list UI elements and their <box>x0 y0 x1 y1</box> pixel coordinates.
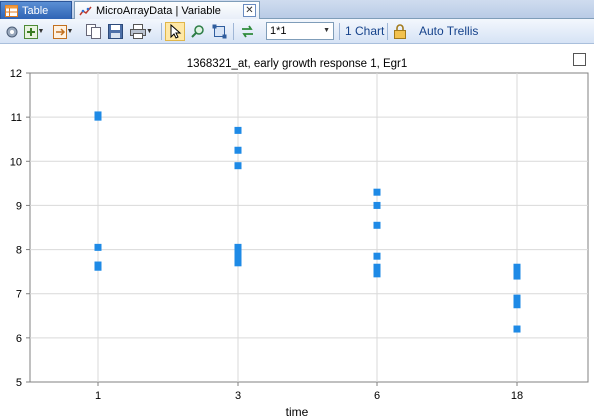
data-point <box>373 201 381 209</box>
zoom-button[interactable] <box>189 22 207 41</box>
settings-icon <box>6 26 18 37</box>
y-tick-label: 6 <box>16 333 22 345</box>
copy-button[interactable] <box>84 22 102 41</box>
x-tick-label: 1 <box>95 390 101 402</box>
data-point <box>234 243 242 251</box>
y-tick-label: 9 <box>16 200 22 212</box>
chevron-down-icon: ▼ <box>66 28 74 35</box>
auto-trellis-button[interactable]: Auto Trellis <box>419 24 479 38</box>
export-button[interactable]: ▼ <box>51 22 75 41</box>
x-tick-label: 18 <box>511 390 523 402</box>
data-point <box>234 126 242 134</box>
y-tick-label: 10 <box>10 156 22 168</box>
chart-title: 1368321_at, early growth response 1, Egr… <box>186 58 408 70</box>
data-point <box>513 263 521 271</box>
lock-icon <box>394 24 406 39</box>
select-icon <box>170 24 181 39</box>
chevron-down-icon: ▼ <box>146 28 153 35</box>
zoom-icon <box>190 25 204 38</box>
data-point <box>513 272 521 280</box>
add-button[interactable]: ▼ <box>22 22 46 41</box>
data-point <box>373 270 381 278</box>
layout-select-value: 1*1 <box>270 25 287 37</box>
copy-icon <box>85 24 101 39</box>
data-point <box>513 268 521 276</box>
chart-count-label[interactable]: 1 Chart <box>345 24 385 38</box>
settings-button[interactable] <box>3 22 21 41</box>
lock-button[interactable] <box>391 22 409 41</box>
add-icon <box>23 24 38 39</box>
data-point <box>234 259 242 267</box>
tab-table[interactable]: Table <box>0 1 72 19</box>
data-point <box>94 263 102 271</box>
data-point <box>513 294 521 302</box>
fit-button[interactable] <box>210 22 228 41</box>
tab-strip: Table MicroArrayData | Variable ✕ <box>0 0 594 19</box>
refresh-button[interactable] <box>238 22 256 41</box>
data-point <box>373 221 381 229</box>
print-button[interactable]: ▼ <box>128 22 155 41</box>
y-tick-label: 11 <box>11 112 22 124</box>
data-point <box>234 248 242 256</box>
chart-icon <box>79 6 92 15</box>
refresh-icon <box>241 25 253 38</box>
chart-checkbox[interactable] <box>573 53 586 66</box>
x-tick-label: 3 <box>235 390 241 402</box>
data-point <box>94 243 102 251</box>
print-icon <box>130 24 147 39</box>
data-point <box>513 325 521 333</box>
x-axis-label: time <box>285 405 309 419</box>
tab-variable-label: MicroArrayData | Variable <box>96 4 221 17</box>
toolbar: ▼ ▼ ▼ <box>0 19 594 44</box>
tab-table-label: Table <box>22 4 49 17</box>
fit-icon <box>212 24 226 39</box>
plot-frame <box>29 72 589 383</box>
y-tick-label: 7 <box>16 289 22 301</box>
data-point <box>513 301 521 309</box>
layout-select[interactable]: 1*1 ▼ <box>266 22 334 40</box>
table-icon <box>5 4 18 17</box>
tab-microarray-variable[interactable]: MicroArrayData | Variable ✕ <box>74 1 260 19</box>
separator <box>387 23 388 40</box>
data-point <box>373 252 381 260</box>
separator <box>161 23 162 40</box>
y-tick-label: 8 <box>16 245 22 257</box>
chevron-down-icon: ▼ <box>323 27 330 34</box>
save-button[interactable] <box>106 22 124 41</box>
x-tick-label: 6 <box>374 390 380 402</box>
data-point <box>234 252 242 260</box>
data-point <box>94 113 102 121</box>
save-icon <box>107 24 123 39</box>
select-button[interactable] <box>165 22 185 41</box>
separator <box>339 23 340 40</box>
export-icon <box>52 24 67 39</box>
y-tick-label: 12 <box>10 68 22 80</box>
data-point <box>234 162 242 170</box>
data-point <box>234 146 242 154</box>
data-point <box>373 188 381 196</box>
close-icon[interactable]: ✕ <box>243 4 256 17</box>
data-point <box>373 263 381 271</box>
separator <box>233 23 234 40</box>
y-tick-label: 5 <box>16 377 22 389</box>
chevron-down-icon: ▼ <box>37 28 45 35</box>
